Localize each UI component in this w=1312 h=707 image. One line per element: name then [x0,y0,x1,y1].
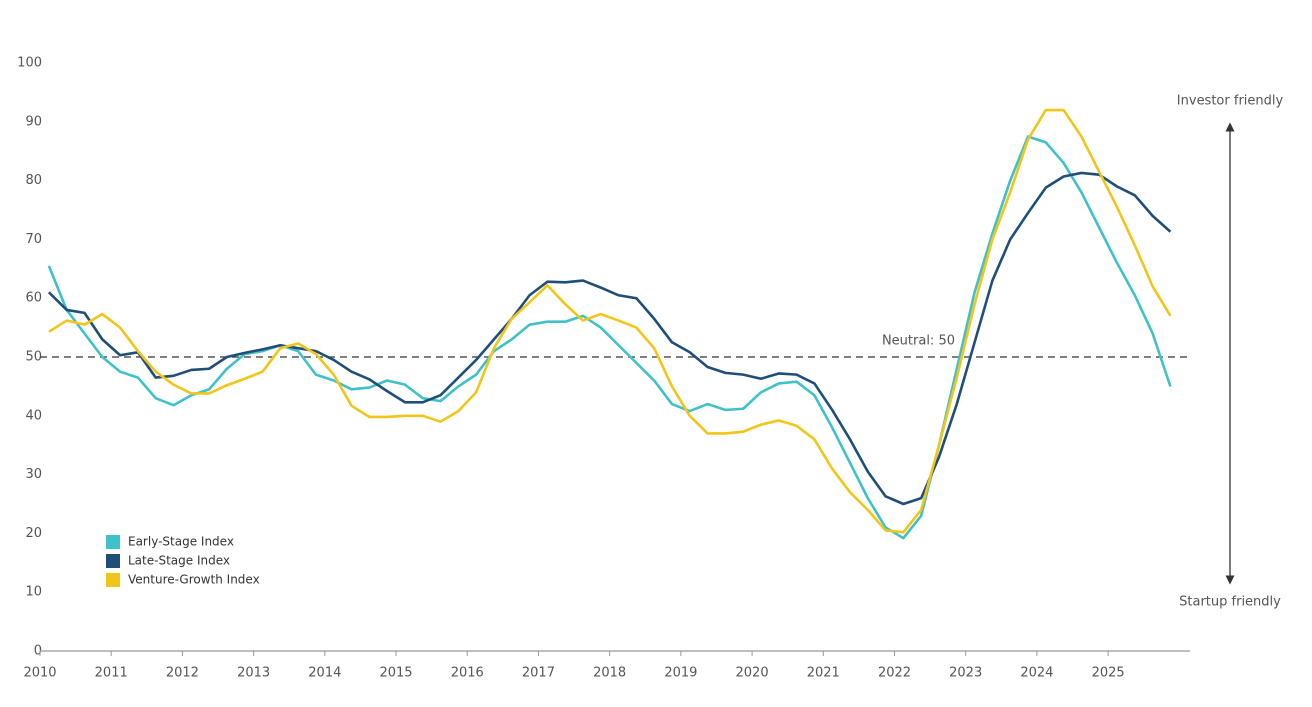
bottom-annotation: Startup friendly [1179,595,1281,610]
y-tick-label: 10 [25,585,42,600]
x-tick-label: 2024 [1020,666,1053,681]
x-tick-label: 2012 [166,666,199,681]
x-tick-label: 2023 [949,666,982,681]
legend-swatch [106,554,120,568]
y-tick-label: 30 [25,467,42,482]
legend-label: Early-Stage Index [128,535,234,549]
series-line [47,171,1172,506]
x-tick-label: 2020 [736,666,769,681]
y-tick-label: 20 [25,526,42,541]
x-tick-label: 2016 [451,666,484,681]
legend-swatch [106,535,120,549]
x-tick-label: 2014 [308,666,341,681]
y-tick-label: 40 [25,408,42,423]
series-line [48,108,1172,534]
x-tick-label: 2021 [807,666,840,681]
x-tick-label: 2017 [522,666,555,681]
legend-label: Venture-Growth Index [128,573,260,587]
reference-label: Neutral: 50 [882,334,955,349]
y-tick-label: 60 [25,291,42,306]
y-tick-label: 0 [34,644,42,659]
legend-label: Late-Stage Index [128,554,230,568]
x-tick-label: 2015 [379,666,412,681]
x-tick-label: 2011 [95,666,128,681]
y-tick-label: 50 [25,350,42,365]
x-tick-label: 2022 [878,666,911,681]
y-tick-label: 100 [17,56,42,71]
series-line [47,135,1172,540]
x-tick-label: 2010 [23,666,56,681]
legend-swatch [106,573,120,587]
x-tick-label: 2018 [593,666,626,681]
top-annotation: Investor friendly [1177,94,1284,109]
y-tick-label: 90 [25,114,42,129]
y-tick-label: 70 [25,232,42,247]
x-tick-label: 2013 [237,666,270,681]
x-tick-label: 2025 [1092,666,1125,681]
x-tick-label: 2019 [664,666,697,681]
y-tick-label: 80 [25,173,42,188]
